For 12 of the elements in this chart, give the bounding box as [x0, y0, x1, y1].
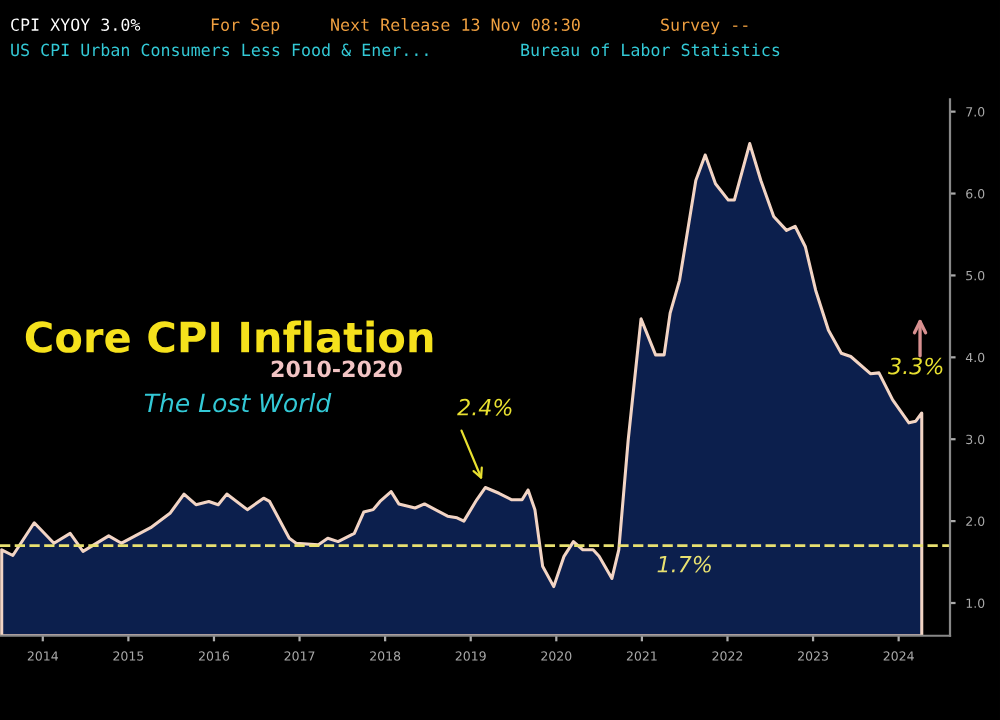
text: Core CPI Inflation: [25, 320, 433, 353]
text: Next Release 13 Nov 08:30: [331, 18, 580, 31]
annotation: 3.3%: [888, 357, 943, 375]
annotation: 2010-2020: [271, 360, 402, 378]
text: US CPI Urban Consumers Less Food & Ener...: [11, 43, 428, 57]
annotation: 2.4%: [457, 398, 512, 416]
text: CPI XYOY 3.0%: [11, 18, 141, 31]
text: The Lost World: [144, 393, 332, 413]
text: Survey --: [661, 18, 748, 35]
text: Bureau of Labor Statistics: [521, 43, 780, 57]
ref-line-label: 1.7%: [657, 555, 711, 573]
text: For Sep: [211, 18, 280, 35]
